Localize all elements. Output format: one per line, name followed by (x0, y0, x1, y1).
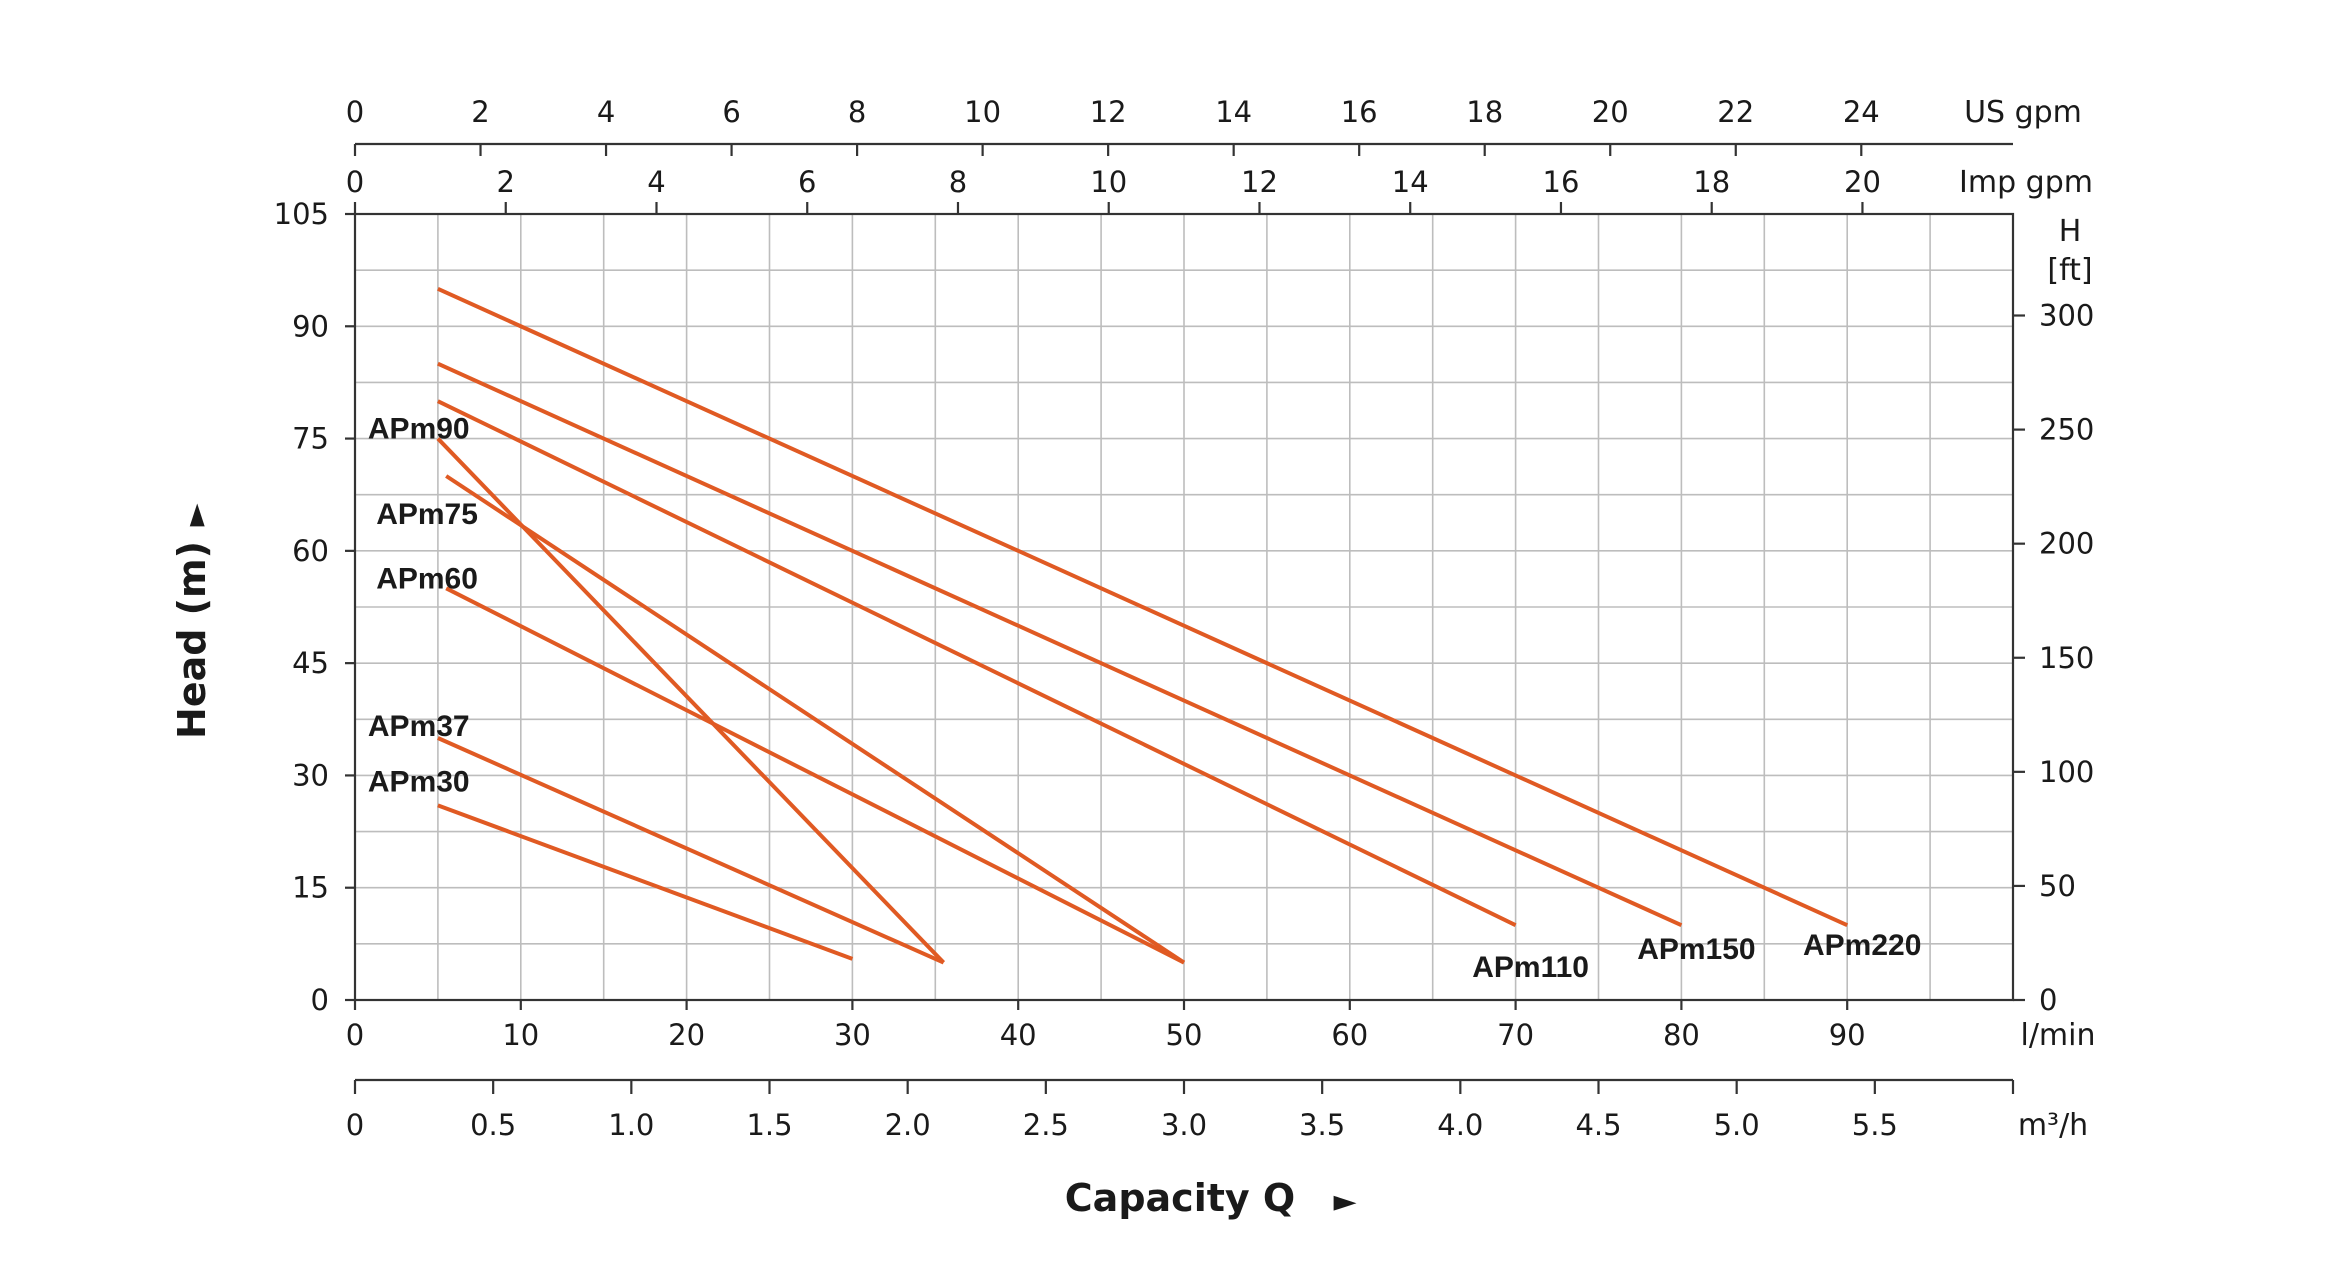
top-axis-1-label: 18 (1466, 95, 1503, 129)
x-tick-label: 0 (346, 1018, 364, 1052)
right-tick-label: 100 (2039, 755, 2094, 789)
right-tick-label: 50 (2039, 869, 2076, 903)
top-axis-2-label: 6 (798, 165, 816, 199)
right-tick-label: 300 (2039, 299, 2094, 333)
right-unit-label-ft: [ft] (2047, 253, 2092, 288)
series-line-apm150 (437, 361, 1683, 927)
series-line-apm75 (445, 474, 1186, 965)
y-axis-title: Head (m) (170, 541, 214, 739)
bottom-axis-2-label: 3.0 (1161, 1108, 1207, 1142)
bottom-axis-2-label: 1.5 (746, 1108, 792, 1142)
y-tick-label: 60 (292, 534, 329, 568)
y-tick-label: 90 (292, 309, 329, 343)
series-line-apm220 (437, 287, 1849, 927)
top-axis-1-label: 22 (1717, 95, 1754, 129)
x-tick-label: 70 (1497, 1018, 1534, 1052)
bottom-axis-2-label: 3.5 (1299, 1108, 1345, 1142)
top-axis-2-label: 16 (1543, 165, 1580, 199)
x-unit-label: l/min (2020, 1018, 2095, 1053)
right-tick-label: 250 (2039, 413, 2094, 447)
series-line-apm30 (437, 803, 854, 961)
y-tick-label: 30 (292, 758, 329, 792)
top-axis-1-label: 12 (1090, 95, 1127, 129)
series-label-apm60: APm60 (376, 562, 478, 595)
x-tick-label: 60 (1331, 1018, 1368, 1052)
series-label-apm110: APm110 (1472, 951, 1589, 984)
series-line-apm60 (445, 586, 1185, 965)
y-tick-label: 45 (292, 646, 329, 680)
bottom-axis-2-label: 4.0 (1437, 1108, 1483, 1142)
series-label-apm150: APm150 (1637, 933, 1755, 966)
top-axis-1-label: 2 (471, 95, 489, 129)
x-axis-title: Capacity Q (1065, 1176, 1295, 1220)
plot-frame (345, 142, 2025, 1094)
series-label-apm37: APm37 (368, 710, 470, 743)
top-axis-2-label: 18 (1693, 165, 1730, 199)
right-tick-label: 150 (2039, 641, 2094, 675)
top-axis-1-label: 6 (722, 95, 740, 129)
y-tick-label: 0 (311, 983, 329, 1017)
right-tick-label: 0 (2039, 983, 2057, 1017)
bottom-axis-2-label: 4.5 (1575, 1108, 1621, 1142)
top-axis-2-label: 0 (346, 165, 364, 199)
top-axis-1-unit: US gpm (1964, 95, 2082, 130)
series-lines (436, 287, 1849, 965)
x-tick-label: 90 (1829, 1018, 1866, 1052)
top-axis-2-label: 10 (1090, 165, 1127, 199)
x-tick-label: 50 (1166, 1018, 1203, 1052)
top-axis-1-label: 14 (1215, 95, 1252, 129)
bottom-axis-2-label: 2.5 (1023, 1108, 1069, 1142)
y-axis-title-arrow: ► (178, 503, 213, 526)
series-line-apm110 (437, 399, 1517, 927)
grid (355, 214, 2013, 1000)
top-axis-1-label: 24 (1843, 95, 1880, 129)
x-tick-label: 20 (668, 1018, 705, 1052)
y-tick-label: 75 (292, 422, 329, 456)
top-axis-1-label: 16 (1341, 95, 1378, 129)
top-axis-1-label: 8 (848, 95, 866, 129)
right-tick-label: 200 (2039, 527, 2094, 561)
bottom-axis-2-label: 5.5 (1852, 1108, 1898, 1142)
series-line-apm37 (437, 736, 945, 965)
y-tick-label: 15 (292, 871, 329, 905)
x-tick-label: 80 (1663, 1018, 1700, 1052)
top-axis-2-label: 8 (949, 165, 967, 199)
top-axis-2-label: 2 (497, 165, 515, 199)
x-axis-title-arrow: ► (1333, 1184, 1356, 1219)
bottom-axis-2-unit: m³/h (2018, 1108, 2088, 1143)
top-axis-1-label: 0 (346, 95, 364, 129)
x-tick-label: 40 (1000, 1018, 1037, 1052)
top-axis-1-label: 4 (597, 95, 615, 129)
top-axis-1-label: 10 (964, 95, 1001, 129)
top-axis-1-label: 20 (1592, 95, 1629, 129)
series-label-apm220: APm220 (1803, 929, 1921, 962)
bottom-axis-2-label: 5.0 (1714, 1108, 1760, 1142)
right-unit-label-h: H (2059, 214, 2082, 249)
x-tick-label: 10 (502, 1018, 539, 1052)
y-tick-label: 105 (274, 197, 329, 231)
top-axis-2-label: 12 (1241, 165, 1278, 199)
series-label-apm90: APm90 (368, 413, 470, 446)
top-axis-2-label: 20 (1844, 165, 1881, 199)
bottom-axis-2-label: 0.5 (470, 1108, 516, 1142)
series-line-apm90 (436, 437, 946, 964)
top-axis-2-unit: Imp gpm (1959, 165, 2093, 200)
series-label-apm30: APm30 (368, 765, 470, 798)
series-label-apm75: APm75 (376, 498, 478, 531)
x-tick-label: 30 (834, 1018, 871, 1052)
top-axis-2-label: 4 (647, 165, 665, 199)
bottom-axis-2-label: 0 (346, 1108, 364, 1142)
top-axis-2-label: 14 (1392, 165, 1429, 199)
bottom-axis-2-label: 2.0 (885, 1108, 931, 1142)
bottom-axis-2-label: 1.0 (608, 1108, 654, 1142)
